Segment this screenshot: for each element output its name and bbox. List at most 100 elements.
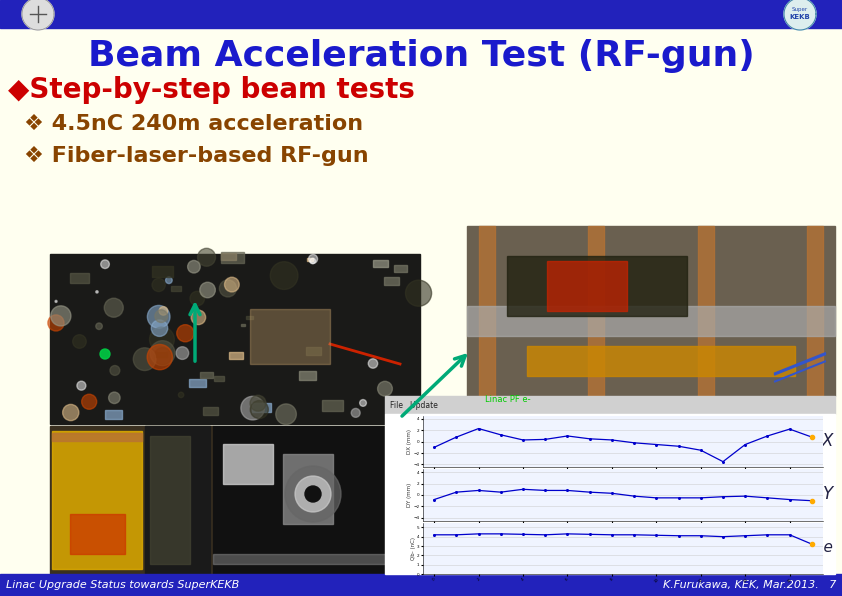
- Bar: [479, 226, 495, 396]
- Bar: [52, 431, 142, 569]
- Bar: [50, 426, 213, 574]
- Bar: [213, 426, 420, 574]
- Bar: [307, 259, 312, 261]
- Circle shape: [147, 344, 173, 370]
- Circle shape: [72, 335, 86, 348]
- Circle shape: [48, 315, 64, 331]
- Text: Linac PF e-: Linac PF e-: [485, 396, 530, 405]
- Bar: [299, 371, 317, 380]
- Bar: [50, 254, 420, 424]
- Circle shape: [368, 359, 378, 368]
- Circle shape: [225, 277, 239, 292]
- Text: Charge: Charge: [778, 540, 833, 555]
- Circle shape: [200, 283, 216, 298]
- Y-axis label: DY (mm): DY (mm): [407, 483, 412, 507]
- Bar: [384, 277, 399, 285]
- Bar: [104, 410, 122, 419]
- Bar: [203, 407, 218, 415]
- Bar: [394, 265, 407, 272]
- Text: Beam Acceleration Test (RF-gun): Beam Acceleration Test (RF-gun): [88, 39, 754, 73]
- Bar: [0, 574, 842, 596]
- Bar: [52, 433, 142, 441]
- Bar: [241, 324, 245, 326]
- Circle shape: [190, 291, 205, 306]
- Bar: [250, 309, 330, 364]
- Circle shape: [77, 381, 86, 390]
- Circle shape: [96, 291, 99, 293]
- Bar: [385, 414, 835, 574]
- Circle shape: [152, 278, 165, 291]
- Bar: [150, 436, 190, 564]
- Text: Linac Upgrade Status towards SuperKEKB: Linac Upgrade Status towards SuperKEKB: [6, 580, 239, 590]
- Bar: [200, 372, 213, 378]
- Circle shape: [150, 327, 174, 352]
- Bar: [322, 401, 343, 411]
- Circle shape: [351, 408, 360, 417]
- Bar: [589, 226, 605, 396]
- Bar: [156, 352, 167, 357]
- Bar: [306, 347, 322, 355]
- Circle shape: [155, 310, 168, 322]
- Polygon shape: [22, 0, 54, 30]
- Circle shape: [220, 280, 237, 297]
- Bar: [547, 261, 627, 311]
- Bar: [221, 252, 244, 263]
- Bar: [283, 454, 333, 524]
- Circle shape: [176, 347, 189, 359]
- Bar: [70, 514, 125, 554]
- Bar: [253, 403, 271, 412]
- Circle shape: [360, 399, 366, 406]
- Circle shape: [166, 277, 173, 284]
- Circle shape: [191, 310, 205, 325]
- Bar: [807, 226, 823, 396]
- Circle shape: [179, 392, 184, 398]
- Text: X: X: [822, 432, 833, 449]
- Text: KEKB: KEKB: [790, 14, 810, 20]
- Circle shape: [104, 298, 123, 317]
- Bar: [172, 285, 182, 291]
- Text: File   Update: File Update: [390, 401, 438, 409]
- Bar: [373, 260, 388, 267]
- Bar: [223, 444, 273, 484]
- Circle shape: [188, 260, 200, 273]
- Circle shape: [198, 249, 216, 266]
- Bar: [467, 226, 835, 396]
- Circle shape: [285, 466, 341, 522]
- Bar: [467, 306, 835, 336]
- Circle shape: [62, 405, 79, 421]
- Y-axis label: DX (mm): DX (mm): [407, 429, 412, 454]
- Circle shape: [100, 349, 110, 359]
- Circle shape: [96, 323, 103, 330]
- Circle shape: [406, 280, 432, 306]
- Bar: [0, 0, 842, 28]
- Y-axis label: Qb- (nC): Qb- (nC): [411, 537, 415, 560]
- Circle shape: [150, 341, 175, 365]
- Circle shape: [101, 260, 109, 269]
- Circle shape: [250, 395, 266, 411]
- Circle shape: [310, 258, 316, 264]
- Text: ❖ Fiber-laser-based RF-gun: ❖ Fiber-laser-based RF-gun: [24, 146, 369, 166]
- Bar: [527, 346, 795, 376]
- Circle shape: [110, 365, 120, 375]
- Circle shape: [152, 320, 168, 336]
- Bar: [507, 256, 687, 316]
- Circle shape: [154, 347, 172, 365]
- Circle shape: [147, 305, 170, 328]
- Circle shape: [241, 396, 264, 420]
- Text: ◆Step-by-step beam tests: ◆Step-by-step beam tests: [8, 76, 415, 104]
- Bar: [214, 375, 224, 381]
- Text: Super: Super: [792, 7, 808, 11]
- Circle shape: [305, 486, 321, 502]
- Bar: [145, 426, 210, 574]
- Circle shape: [295, 476, 331, 512]
- Circle shape: [82, 394, 97, 409]
- Circle shape: [308, 254, 317, 263]
- Bar: [189, 379, 205, 387]
- Bar: [70, 273, 88, 283]
- Bar: [246, 316, 253, 319]
- Circle shape: [250, 401, 269, 418]
- Text: K.Furukawa, KEK, Mar.2013.   7: K.Furukawa, KEK, Mar.2013. 7: [663, 580, 836, 590]
- Circle shape: [377, 381, 392, 396]
- Circle shape: [133, 348, 156, 371]
- Bar: [221, 253, 236, 260]
